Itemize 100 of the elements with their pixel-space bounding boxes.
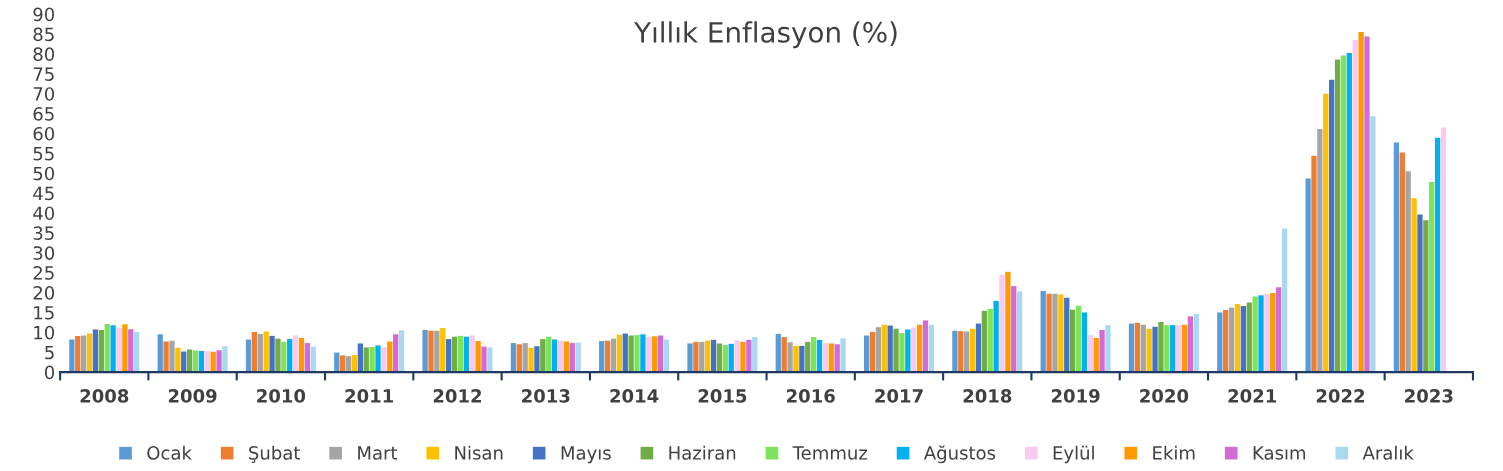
bar xyxy=(958,331,964,373)
bar xyxy=(1317,129,1323,373)
legend-label: Ocak xyxy=(147,445,192,460)
x-tick-label: 2018 xyxy=(963,389,1012,403)
legend-label: Ekim xyxy=(1153,445,1195,460)
bar xyxy=(128,329,134,373)
bar xyxy=(1264,294,1270,373)
bar xyxy=(928,324,935,373)
bar xyxy=(775,333,781,373)
bar xyxy=(216,350,222,373)
x-tick-label: 2016 xyxy=(786,389,835,403)
bar xyxy=(610,338,617,373)
bar xyxy=(1081,312,1088,373)
bar xyxy=(881,324,887,373)
bar xyxy=(292,335,299,373)
bar xyxy=(1017,291,1023,373)
bar xyxy=(863,335,870,373)
x-tick-label: 2011 xyxy=(345,389,394,403)
bar xyxy=(363,347,369,373)
bar xyxy=(916,324,923,373)
bar xyxy=(375,345,381,373)
bar xyxy=(869,331,876,373)
bar xyxy=(534,346,540,373)
bar xyxy=(899,333,905,373)
bar xyxy=(634,335,640,373)
y-tick-label: 45 xyxy=(33,186,54,201)
bar xyxy=(269,335,275,373)
bar xyxy=(398,330,405,373)
bar xyxy=(1158,321,1164,373)
bar xyxy=(734,340,740,373)
y-tick-label: 0 xyxy=(44,365,55,380)
chart-title: Yıllık Enflasyon (%) xyxy=(634,21,897,49)
bar xyxy=(1069,309,1076,373)
bar xyxy=(728,343,734,373)
bar xyxy=(1175,325,1182,373)
bar xyxy=(569,343,575,373)
bar xyxy=(1358,32,1364,373)
y-tick-label: 25 xyxy=(33,266,54,280)
bar xyxy=(1011,286,1017,373)
bar xyxy=(1240,306,1247,373)
y-tick-label: 60 xyxy=(33,126,55,141)
bar xyxy=(1223,310,1229,373)
bar xyxy=(1064,297,1070,373)
bar xyxy=(1152,326,1158,373)
bar xyxy=(716,343,723,373)
bar xyxy=(1270,292,1276,373)
bar xyxy=(134,331,140,373)
bar xyxy=(422,329,428,373)
bar xyxy=(546,336,552,373)
bar xyxy=(528,347,534,373)
x-tick-label: 2017 xyxy=(875,389,923,403)
bar xyxy=(799,345,805,373)
bar xyxy=(981,310,987,373)
y-tick-label: 10 xyxy=(34,325,55,340)
bar xyxy=(1058,294,1064,373)
bar xyxy=(628,335,634,373)
bar xyxy=(1323,93,1329,373)
bar xyxy=(1193,314,1199,373)
bar xyxy=(481,346,487,373)
bar xyxy=(875,327,882,373)
bar xyxy=(446,339,452,373)
bar xyxy=(1346,53,1352,373)
bar xyxy=(69,339,75,373)
bar xyxy=(616,334,623,373)
bar xyxy=(1399,152,1405,373)
bar xyxy=(186,349,193,373)
x-tick-label: 2014 xyxy=(610,389,659,403)
legend-label: Eylül xyxy=(1053,445,1094,464)
bar xyxy=(463,336,469,373)
bar xyxy=(646,336,652,373)
bar xyxy=(710,339,717,373)
bar xyxy=(1276,287,1282,373)
bar xyxy=(1252,296,1258,373)
y-tick-label: 40 xyxy=(33,206,55,221)
x-tick-label: 2012 xyxy=(433,389,482,403)
bar xyxy=(828,343,834,373)
bar xyxy=(222,346,228,373)
bar xyxy=(952,330,958,373)
bar xyxy=(257,333,263,373)
bar xyxy=(116,327,122,373)
y-tick-label: 55 xyxy=(33,147,54,161)
bar xyxy=(1170,325,1176,373)
bar xyxy=(540,339,546,373)
bar xyxy=(1181,324,1188,373)
bar xyxy=(516,344,522,373)
bar xyxy=(1093,337,1099,373)
bar xyxy=(652,336,658,373)
bar xyxy=(1370,116,1376,373)
bar xyxy=(169,340,175,373)
bar xyxy=(1146,328,1152,373)
y-tick-label: 70 xyxy=(33,87,55,101)
bar xyxy=(816,339,823,373)
legend-label: Mayıs xyxy=(561,446,611,464)
x-tick-label: 2020 xyxy=(1140,389,1189,403)
bar xyxy=(275,338,281,373)
bar xyxy=(1258,295,1264,373)
bar xyxy=(175,347,181,373)
bar xyxy=(699,341,705,373)
bar xyxy=(822,343,829,373)
bar xyxy=(510,343,517,373)
